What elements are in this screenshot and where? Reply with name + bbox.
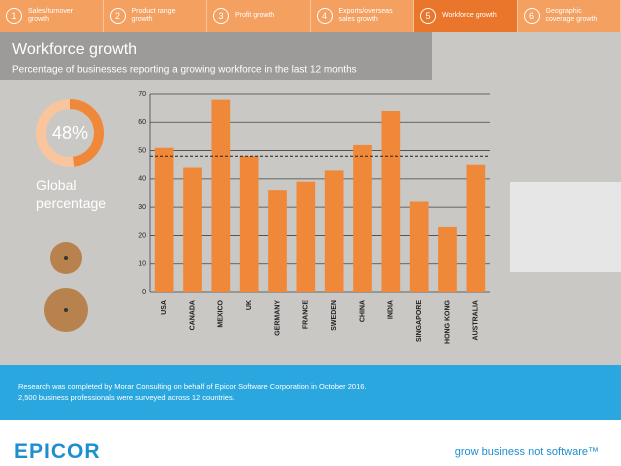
bar [296,181,316,292]
x-tick-label: INDIA [388,300,395,319]
x-tick-label: AUSTRALIA [473,300,480,340]
footer-note: 2,500 business professionals were survey… [18,393,235,402]
y-tick-label: 70 [138,91,146,98]
bar [381,110,401,292]
donut-label: 48% [52,123,88,143]
bar [211,99,231,293]
tab-number: 2 [109,8,126,24]
x-tick-label: SINGAPORE [416,300,423,342]
logo: EPICOR [14,440,101,463]
bar [239,156,259,292]
tab-label: Exports/overseas sales growth [338,8,393,23]
x-tick-label: FRANCE [303,300,310,329]
tab-label: Geographic coverage growth [545,8,598,23]
x-tick-label: UK [246,300,253,310]
tab[interactable]: 2 Product range growth [103,0,207,32]
x-tick-label: GERMANY [274,300,281,336]
x-tick-label: MEXICO [218,299,225,327]
tab-label: Workforce growth [442,12,497,19]
x-tick-label: CANADA [189,300,196,330]
chart: Workforce growth Percentage of businesse… [0,32,621,344]
title-box [0,32,432,80]
y-tick-label: 20 [138,232,146,239]
x-tick-label: CHINA [359,300,366,322]
tab-number: 6 [523,8,540,24]
tab-bar: 1 Sales/turnover growth 2 Product range gro… [0,0,621,32]
bar [438,226,457,292]
decor-desk [510,182,621,272]
donut-arc [69,99,104,167]
bar [466,164,486,292]
tab-number: 5 [420,8,436,24]
tab[interactable]: 1 Sales/turnover growth [0,0,104,32]
tab-number: 1 [6,8,22,24]
x-tick-label: USA [161,300,168,315]
y-tick-label: 10 [138,261,146,268]
brand-bar: EPICOR grow business not software™ [0,420,621,466]
tab[interactable]: 5 Workforce growth [414,0,518,32]
bar [268,190,287,292]
decor-roll-hole [64,308,68,312]
bar [154,147,174,292]
bar [353,144,372,292]
chart-title: Workforce growth [12,41,137,58]
bar [409,201,429,292]
tab[interactable]: 3 Profit growth [207,0,311,32]
tab-label: Product range growth [131,8,176,23]
tab[interactable]: 4 Exports/overseas sales growth [310,0,414,32]
y-tick-label: 40 [138,176,146,183]
y-tick-label: 30 [138,204,146,211]
y-tick-label: 0 [142,289,146,296]
chart-subtitle: Percentage of businesses reporting a gro… [12,65,357,76]
footer-band: Research was completed by Morar Consulti… [0,365,621,420]
tab-number: 3 [213,8,229,24]
donut-caption: Global percentage [36,177,106,211]
decor-roll-hole [64,256,68,260]
x-tick-label: SWEDEN [331,300,338,331]
x-tick-label: HONG KONG [444,299,451,344]
tab-label: Profit growth [235,12,275,19]
y-tick-label: 60 [138,119,146,126]
y-tick-label: 50 [138,147,146,154]
bar [183,167,202,292]
footer-note: Research was completed by Morar Consulti… [18,382,367,391]
tab-number: 4 [316,8,333,24]
bar [324,170,344,292]
tab[interactable]: 6 Geographic coverage growth [517,0,621,32]
tagline: grow business not software™ [454,446,599,458]
tab-label: Sales/turnover growth [28,8,74,23]
